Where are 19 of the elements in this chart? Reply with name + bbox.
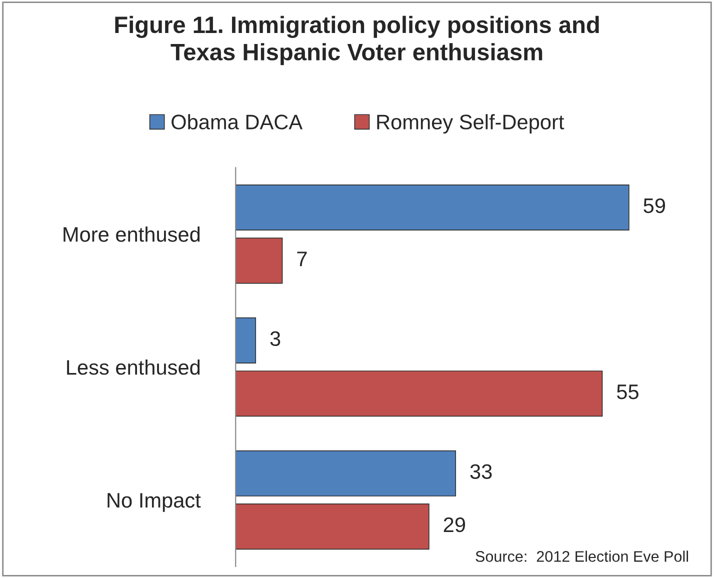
bar — [236, 370, 603, 417]
legend-label: Obama DACA — [172, 114, 303, 130]
chart-title: Figure 11. Immigration policy positions and Texas Hispanic Voter enthusiasm — [115, 16, 599, 66]
y-tick-label: More enthused — [64, 226, 200, 242]
data-label: 33 — [470, 464, 492, 479]
data-label: 3 — [270, 331, 280, 346]
y-tick-label: No Impact — [108, 493, 201, 512]
data-label: 7 — [297, 252, 307, 266]
legend-label: Romney Self-Deport — [377, 114, 564, 134]
bar — [236, 450, 456, 496]
y-tick-label: Less enthused — [67, 359, 200, 375]
bar — [236, 238, 283, 284]
data-label: 59 — [644, 198, 665, 214]
data-label: 55 — [616, 384, 638, 400]
bar — [236, 504, 430, 550]
bar — [236, 317, 256, 364]
data-label: 29 — [444, 517, 466, 532]
bar — [236, 184, 630, 231]
annotation: Source: 2012 Election Eve Poll — [476, 550, 688, 562]
